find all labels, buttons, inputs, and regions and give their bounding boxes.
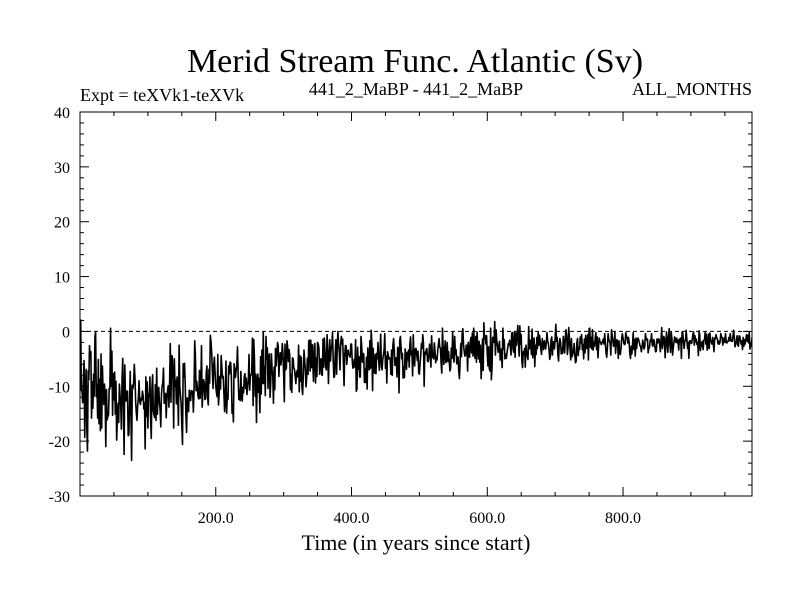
y-tick-label: -20 (49, 434, 70, 451)
y-tick-label: 20 (54, 215, 70, 232)
subtitle-right: ALL_MONTHS (632, 79, 752, 99)
y-tick-label: -30 (49, 489, 70, 506)
x-tick-label: 800.0 (605, 510, 641, 527)
x-tick-label: 200.0 (198, 510, 234, 527)
y-tick-label: 0 (62, 324, 70, 341)
x-tick-label: 600.0 (469, 510, 505, 527)
y-tick-label: 30 (54, 160, 70, 177)
y-tick-label: 40 (54, 105, 70, 122)
x-tick-label: 400.0 (334, 510, 370, 527)
y-tick-label: 10 (54, 270, 70, 287)
chart-title: Merid Stream Func. Atlantic (Sv) (187, 43, 643, 80)
subtitle-center: 441_2_MaBP - 441_2_MaBP (309, 79, 523, 99)
x-axis-label: Time (in years since start) (302, 530, 531, 555)
y-tick-label: -10 (49, 379, 70, 396)
series-line-0 (80, 319, 752, 462)
plot-frame (79, 111, 753, 497)
subtitle-left: Expt = teXVk1-teXVk (80, 85, 244, 105)
